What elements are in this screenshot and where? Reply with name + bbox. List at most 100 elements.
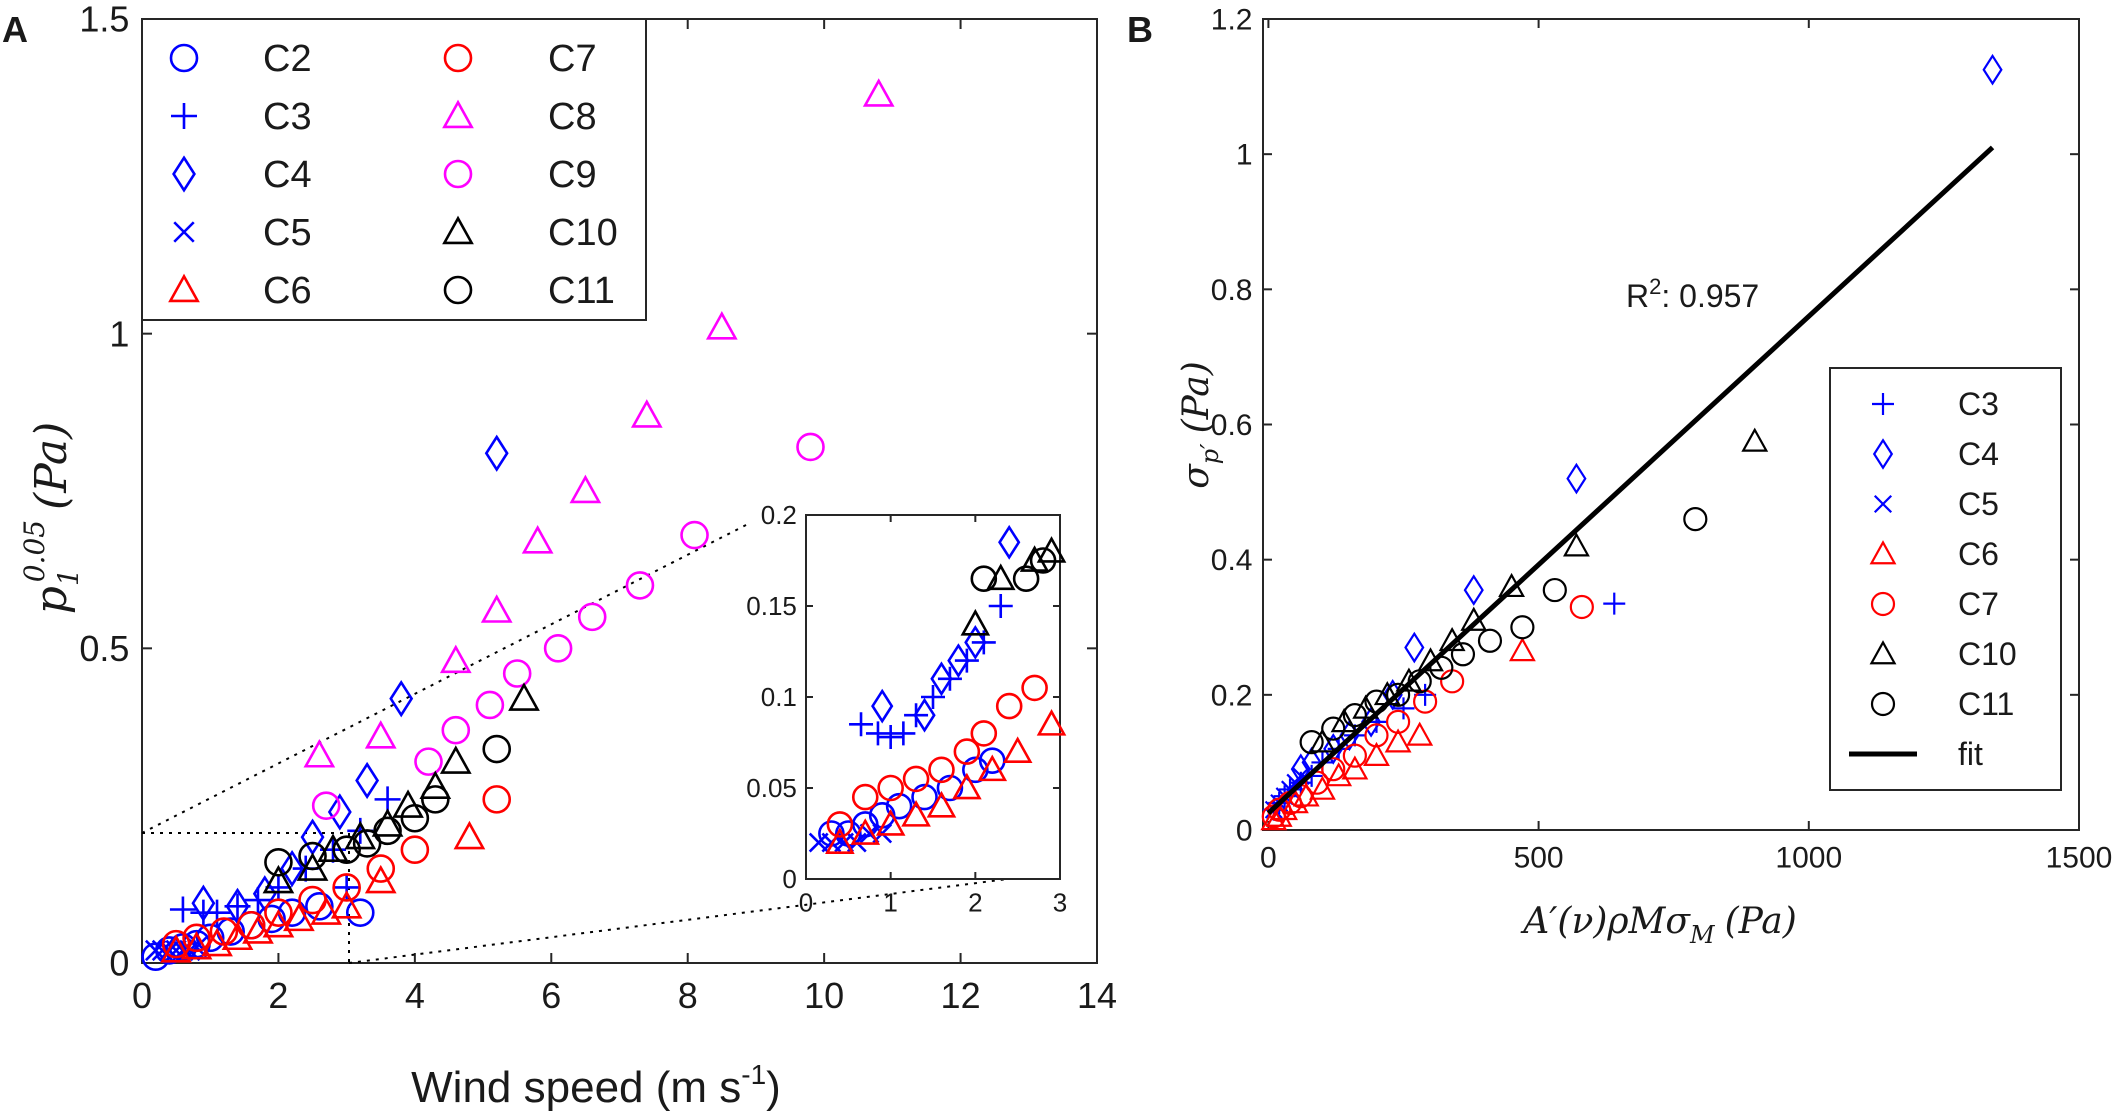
- point-b-c7: [1342, 743, 1367, 768]
- panel-a-y-tick-label: 0.5: [79, 628, 129, 669]
- point-c11: [400, 803, 430, 833]
- inset-y-tick-label: 0.05: [746, 773, 797, 803]
- legend-label-c8: C8: [548, 96, 597, 138]
- point-b-c11: [1477, 628, 1503, 653]
- panel-b-y-tick-label: 0: [1236, 815, 1253, 848]
- inset-x-tick-label: 2: [968, 888, 982, 918]
- legend-marker-c2: [169, 43, 199, 73]
- point-c9: [577, 602, 607, 632]
- inset-point-c6: [1036, 709, 1067, 736]
- inset-point-c2: [936, 774, 964, 802]
- panel-a-y-tick-label: 1.5: [79, 0, 129, 40]
- panel-a: A 0 2 4 6 8 10 12 14 00.511.5 C2C3C4C5C6C7C8C9C…: [2, 0, 1117, 1112]
- panel-a-x-axis-label: Wind speed (m s-1): [411, 1059, 781, 1112]
- point-c7: [264, 898, 293, 927]
- point-c4: [389, 680, 414, 718]
- inset-x-tick-label: 3: [1053, 888, 1067, 918]
- point-b-c11: [1542, 577, 1567, 603]
- panel-a-x-tick-label: 4: [405, 975, 425, 1016]
- inset-point-c11: [1029, 547, 1057, 574]
- inset-point-c7: [902, 765, 930, 793]
- point-b-c11: [1683, 507, 1708, 532]
- point-c8: [364, 720, 397, 749]
- inset-point-c7: [877, 774, 904, 802]
- panel-a-x-ticks: 0 2 4 6 8 10 12 14: [132, 19, 1117, 1016]
- panel-b-y-tick-label: 0.6: [1211, 409, 1253, 442]
- legend-marker-c6: [168, 273, 200, 303]
- point-c6: [330, 890, 363, 919]
- point-c6: [160, 934, 192, 963]
- point-c10: [317, 833, 349, 862]
- panel-b-x-tick-label: 500: [1514, 842, 1564, 875]
- point-b-c6: [1363, 741, 1390, 766]
- legend-b-marker-c11: [1870, 691, 1896, 717]
- legend-label-c5: C5: [263, 212, 312, 254]
- panel-b-label: B: [1127, 9, 1153, 50]
- fit-line: [1266, 145, 1995, 815]
- panel-b-y-tick-label: 0.4: [1211, 544, 1253, 577]
- point-c6: [242, 915, 274, 944]
- point-c11: [352, 829, 382, 858]
- legend-label-c6: C6: [263, 270, 312, 312]
- point-c11: [373, 816, 402, 846]
- point-c10: [508, 682, 540, 711]
- inset-point-c3: [865, 721, 890, 746]
- point-c11: [298, 841, 327, 871]
- panel-a-y-tick-label: 0: [109, 943, 129, 984]
- inset-point-c7: [928, 756, 955, 784]
- inset-point-c6: [825, 827, 855, 854]
- point-b-c4: [1323, 733, 1344, 765]
- point-b-c4: [1404, 631, 1425, 664]
- point-c8: [303, 738, 336, 768]
- inset-point-c6: [875, 809, 906, 836]
- legend-b-label-c3: C3: [1958, 386, 1999, 422]
- panel-b-legend: [1829, 367, 2062, 791]
- zoom-line-lower-diagonal: [348, 872, 1056, 964]
- inset-point-c4: [871, 688, 894, 724]
- panel-b-x-tick-label: 1000: [1775, 842, 1842, 875]
- inset-point-c7: [851, 783, 879, 811]
- inset-point-c6: [850, 818, 881, 845]
- panel-a-y-axis-label: p10.05(Pa): [18, 422, 85, 615]
- legend-b-marker-c5: [1873, 494, 1893, 514]
- inset-point-c2: [911, 783, 938, 811]
- point-c7: [366, 854, 396, 883]
- point-c7: [209, 917, 239, 946]
- point-c2: [305, 892, 334, 921]
- point-c4: [191, 884, 216, 922]
- legend-label-c4: C4: [263, 154, 312, 196]
- point-c8: [480, 594, 513, 623]
- point-c11: [421, 785, 450, 814]
- panel-b-x-tick-label: 1500: [2046, 842, 2113, 875]
- panel-b-y-tick-label: 0.8: [1211, 274, 1253, 307]
- panel-a-legend-items: C2 C3 C4 C5 C6 C7 C8 C9 C10 C11: [168, 38, 618, 312]
- point-b-c7: [1364, 723, 1389, 748]
- point-b-c6: [1384, 728, 1412, 753]
- legend-b-label-c4: C4: [1958, 436, 1999, 472]
- point-b-c4: [1982, 53, 2003, 86]
- panel-b-y-tick-label: 1: [1236, 139, 1253, 172]
- panel-a-y-ticks: 0 0.5 1 1.5: [79, 0, 1097, 984]
- inset-y-tick-label: 0.2: [761, 500, 797, 530]
- point-c4: [300, 818, 325, 856]
- legend-label-c10: C10: [548, 212, 618, 254]
- inset-series: [808, 524, 1067, 854]
- inset-point-c6: [952, 772, 982, 800]
- point-c9: [796, 432, 825, 462]
- inset-point-c3: [921, 685, 945, 709]
- panel-a-series: [141, 78, 895, 972]
- inset-point-c6: [901, 800, 931, 827]
- inset-y-tick-label: 0.1: [761, 682, 797, 712]
- panel-b-y-ticks: 0 0.2 0.4 0.6 0.8 1 1.2: [1211, 4, 2079, 848]
- inset-point-c4: [947, 643, 970, 679]
- point-b-c10: [1309, 728, 1336, 753]
- point-b-c6: [1325, 762, 1353, 787]
- legend-b-label-c11: C11: [1958, 686, 2014, 722]
- legend-b-marker-c7: [1870, 591, 1896, 617]
- point-c3: [169, 896, 196, 923]
- r-squared-annotation: R2: 0.957: [1626, 274, 1759, 314]
- point-c8: [569, 474, 602, 504]
- inset-point-c4: [964, 624, 987, 660]
- panel-a-label: A: [2, 9, 28, 50]
